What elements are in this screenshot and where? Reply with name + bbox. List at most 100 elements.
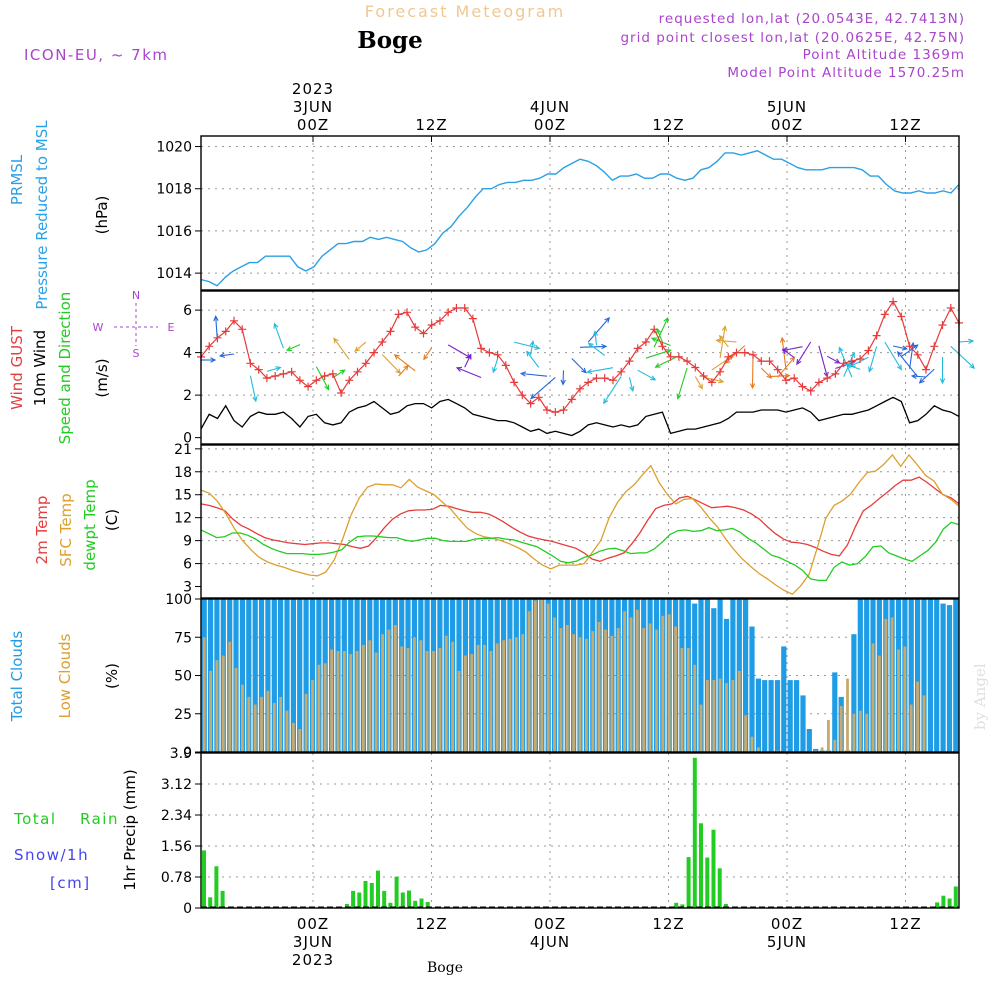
total-cloud-bar xyxy=(755,678,761,752)
gust-marker xyxy=(699,372,708,380)
low-cloud-bars xyxy=(202,599,926,753)
gust-marker xyxy=(419,329,428,338)
pressure-label-2: Pressure Reduced to MSL xyxy=(33,120,51,310)
total-cloud-bar xyxy=(774,680,781,752)
clouds-ytick-label: 100 xyxy=(165,592,192,608)
wind-ylabel: Wind GUST 10m Wind Speed and Direction (… xyxy=(8,289,175,444)
wind-arrow xyxy=(394,354,416,372)
wind-arrow xyxy=(603,376,622,404)
wind-arrow-head xyxy=(969,363,976,369)
temperature-frame xyxy=(200,444,960,599)
total-cloud-bar xyxy=(915,599,921,752)
wind-ytick-label: 4 xyxy=(183,346,192,362)
low-cloud-bar xyxy=(744,715,747,752)
chart-title: Forecast Meteogram xyxy=(365,2,565,21)
wind-arrow-head xyxy=(333,337,339,344)
wind-arrow xyxy=(796,341,812,365)
time-label-bottom: 12Z xyxy=(652,915,684,933)
low-cloud-bar xyxy=(591,631,595,752)
total-cloud-bar xyxy=(309,599,316,752)
total-cloud-bar xyxy=(749,626,755,752)
low-cloud-bar xyxy=(266,690,270,752)
rain-bar xyxy=(674,902,679,908)
time-label-bottom: 4JUN xyxy=(530,933,570,951)
wind-arrow xyxy=(958,340,974,343)
wind-arrow-head xyxy=(210,357,217,363)
low-cloud-bar xyxy=(202,637,206,753)
low-cloud-bar xyxy=(699,704,703,752)
gust-marker xyxy=(254,365,263,374)
wind-arrow xyxy=(868,346,878,372)
low-cloud-bar xyxy=(451,641,454,752)
rain-bar xyxy=(357,892,362,908)
low-cloud-bar xyxy=(330,649,333,752)
temperature-ytick-label: 6 xyxy=(183,557,192,573)
wind-frame xyxy=(200,290,960,445)
time-label-bottom: 3JUN xyxy=(293,933,333,951)
total-cloud-bar xyxy=(290,599,296,752)
gust-marker xyxy=(617,367,626,376)
model-label: ICON-EU, ~ 7km xyxy=(24,46,169,64)
wind-arrow xyxy=(530,376,556,399)
wind-arrow-head xyxy=(519,371,527,377)
rain-bar xyxy=(388,902,393,908)
wind-arrow xyxy=(447,344,471,359)
precip-ytick-label: 2.34 xyxy=(161,808,192,824)
rain-bar xyxy=(376,870,380,908)
wind-arrow-head xyxy=(466,353,472,360)
total-cloud-bar xyxy=(698,599,704,752)
wind-arrow-head xyxy=(587,342,594,349)
gust-marker xyxy=(847,357,856,366)
wind-arrow xyxy=(381,354,401,374)
wind-unit: (m/s) xyxy=(93,358,111,397)
gust-marker xyxy=(295,376,304,385)
wind-arrow-head xyxy=(665,348,672,354)
gust-marker xyxy=(716,367,725,376)
precip-legend-snow: Snow/1h xyxy=(14,846,89,864)
low-cloud-bar xyxy=(642,628,646,752)
gust-marker xyxy=(386,327,395,336)
wind-arrow xyxy=(677,367,688,399)
wind-arrow-head xyxy=(339,369,346,375)
total-cloud-bar xyxy=(762,680,768,752)
precip-panel: 0 0.78 1.56 2.34 3.12 3.9 xyxy=(161,746,959,917)
low-cloud-bar xyxy=(508,638,512,752)
wind-arrow-head xyxy=(697,383,703,390)
low-cloud-bar xyxy=(438,648,442,752)
pressure-ytick-label: 1014 xyxy=(156,266,192,282)
gust-marker xyxy=(221,327,230,336)
low-cloud-bar xyxy=(546,603,550,752)
gust-marker xyxy=(337,389,346,397)
low-cloud-bar xyxy=(311,680,314,752)
time-label-top: 3JUN xyxy=(293,98,333,116)
low-cloud-bar xyxy=(253,704,257,752)
low-cloud-bar xyxy=(776,750,779,752)
point-altitude: Point Altitude 1369m xyxy=(803,47,965,63)
rain-bar xyxy=(214,866,219,908)
gust-marker xyxy=(584,378,593,387)
time-label-bottom: 2023 xyxy=(292,951,334,969)
total-cloud-bar xyxy=(258,599,265,752)
gust-marker xyxy=(287,367,296,376)
gust-marker xyxy=(806,386,815,395)
gust-marker xyxy=(485,348,494,357)
total-cloud-bar xyxy=(284,599,290,752)
gust-marker xyxy=(600,374,609,383)
wind-arrow-head xyxy=(586,368,593,375)
wind-arrow xyxy=(656,328,663,343)
wind-arrow xyxy=(637,369,656,381)
low-cloud-bar xyxy=(725,683,728,752)
pressure-ylabel: PRMSL Pressure Reduced to MSL (hPa) xyxy=(8,120,111,310)
total-cloud-bar xyxy=(303,599,309,752)
low-cloud-bar xyxy=(279,696,282,752)
wind-arrow xyxy=(694,376,703,389)
total-cloud-bar xyxy=(940,603,946,752)
rain-bar xyxy=(947,898,952,908)
wind-ytick-label: 2 xyxy=(183,388,192,404)
clouds-frame xyxy=(200,598,960,753)
gust-marker xyxy=(880,310,889,319)
wind-arrow xyxy=(653,317,669,348)
low-cloud-bar xyxy=(342,651,346,752)
total-cloud-bar xyxy=(806,729,812,752)
gust-marker xyxy=(452,304,461,312)
